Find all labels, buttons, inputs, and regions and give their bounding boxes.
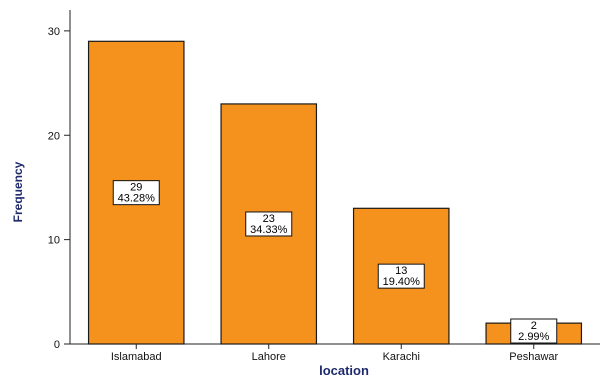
y-tick-label: 0 bbox=[54, 339, 60, 351]
x-tick-label: Peshawar bbox=[509, 351, 558, 363]
x-axis-title: location bbox=[319, 363, 369, 378]
y-tick-label: 30 bbox=[48, 26, 60, 38]
data-label-count: 2 bbox=[531, 320, 537, 332]
data-label-count: 29 bbox=[130, 182, 142, 194]
y-axis-title: Frequency bbox=[11, 161, 25, 222]
data-label-percent: 2.99% bbox=[518, 331, 549, 343]
y-axis-ticks: 0 10 20 30 bbox=[48, 26, 70, 351]
data-label-percent: 43.28% bbox=[118, 193, 156, 205]
data-label-box bbox=[377, 263, 425, 289]
x-tick-label: Lahore bbox=[252, 351, 286, 363]
data-label-box bbox=[510, 318, 558, 344]
data-label-box bbox=[112, 180, 160, 206]
x-tick-label: Islamabad bbox=[111, 351, 162, 363]
y-tick-label: 20 bbox=[48, 130, 60, 142]
x-tick-label: Karachi bbox=[383, 351, 420, 363]
y-tick-label: 10 bbox=[48, 235, 60, 247]
data-label-count: 13 bbox=[395, 265, 407, 277]
data-label-count: 23 bbox=[263, 213, 275, 225]
x-axis-ticks: Islamabad Lahore Karachi Peshawar bbox=[111, 344, 559, 363]
data-label-box bbox=[245, 211, 293, 237]
bars-group bbox=[87, 40, 583, 345]
data-label-percent: 34.33% bbox=[250, 224, 288, 236]
data-label-percent: 19.40% bbox=[383, 276, 421, 288]
